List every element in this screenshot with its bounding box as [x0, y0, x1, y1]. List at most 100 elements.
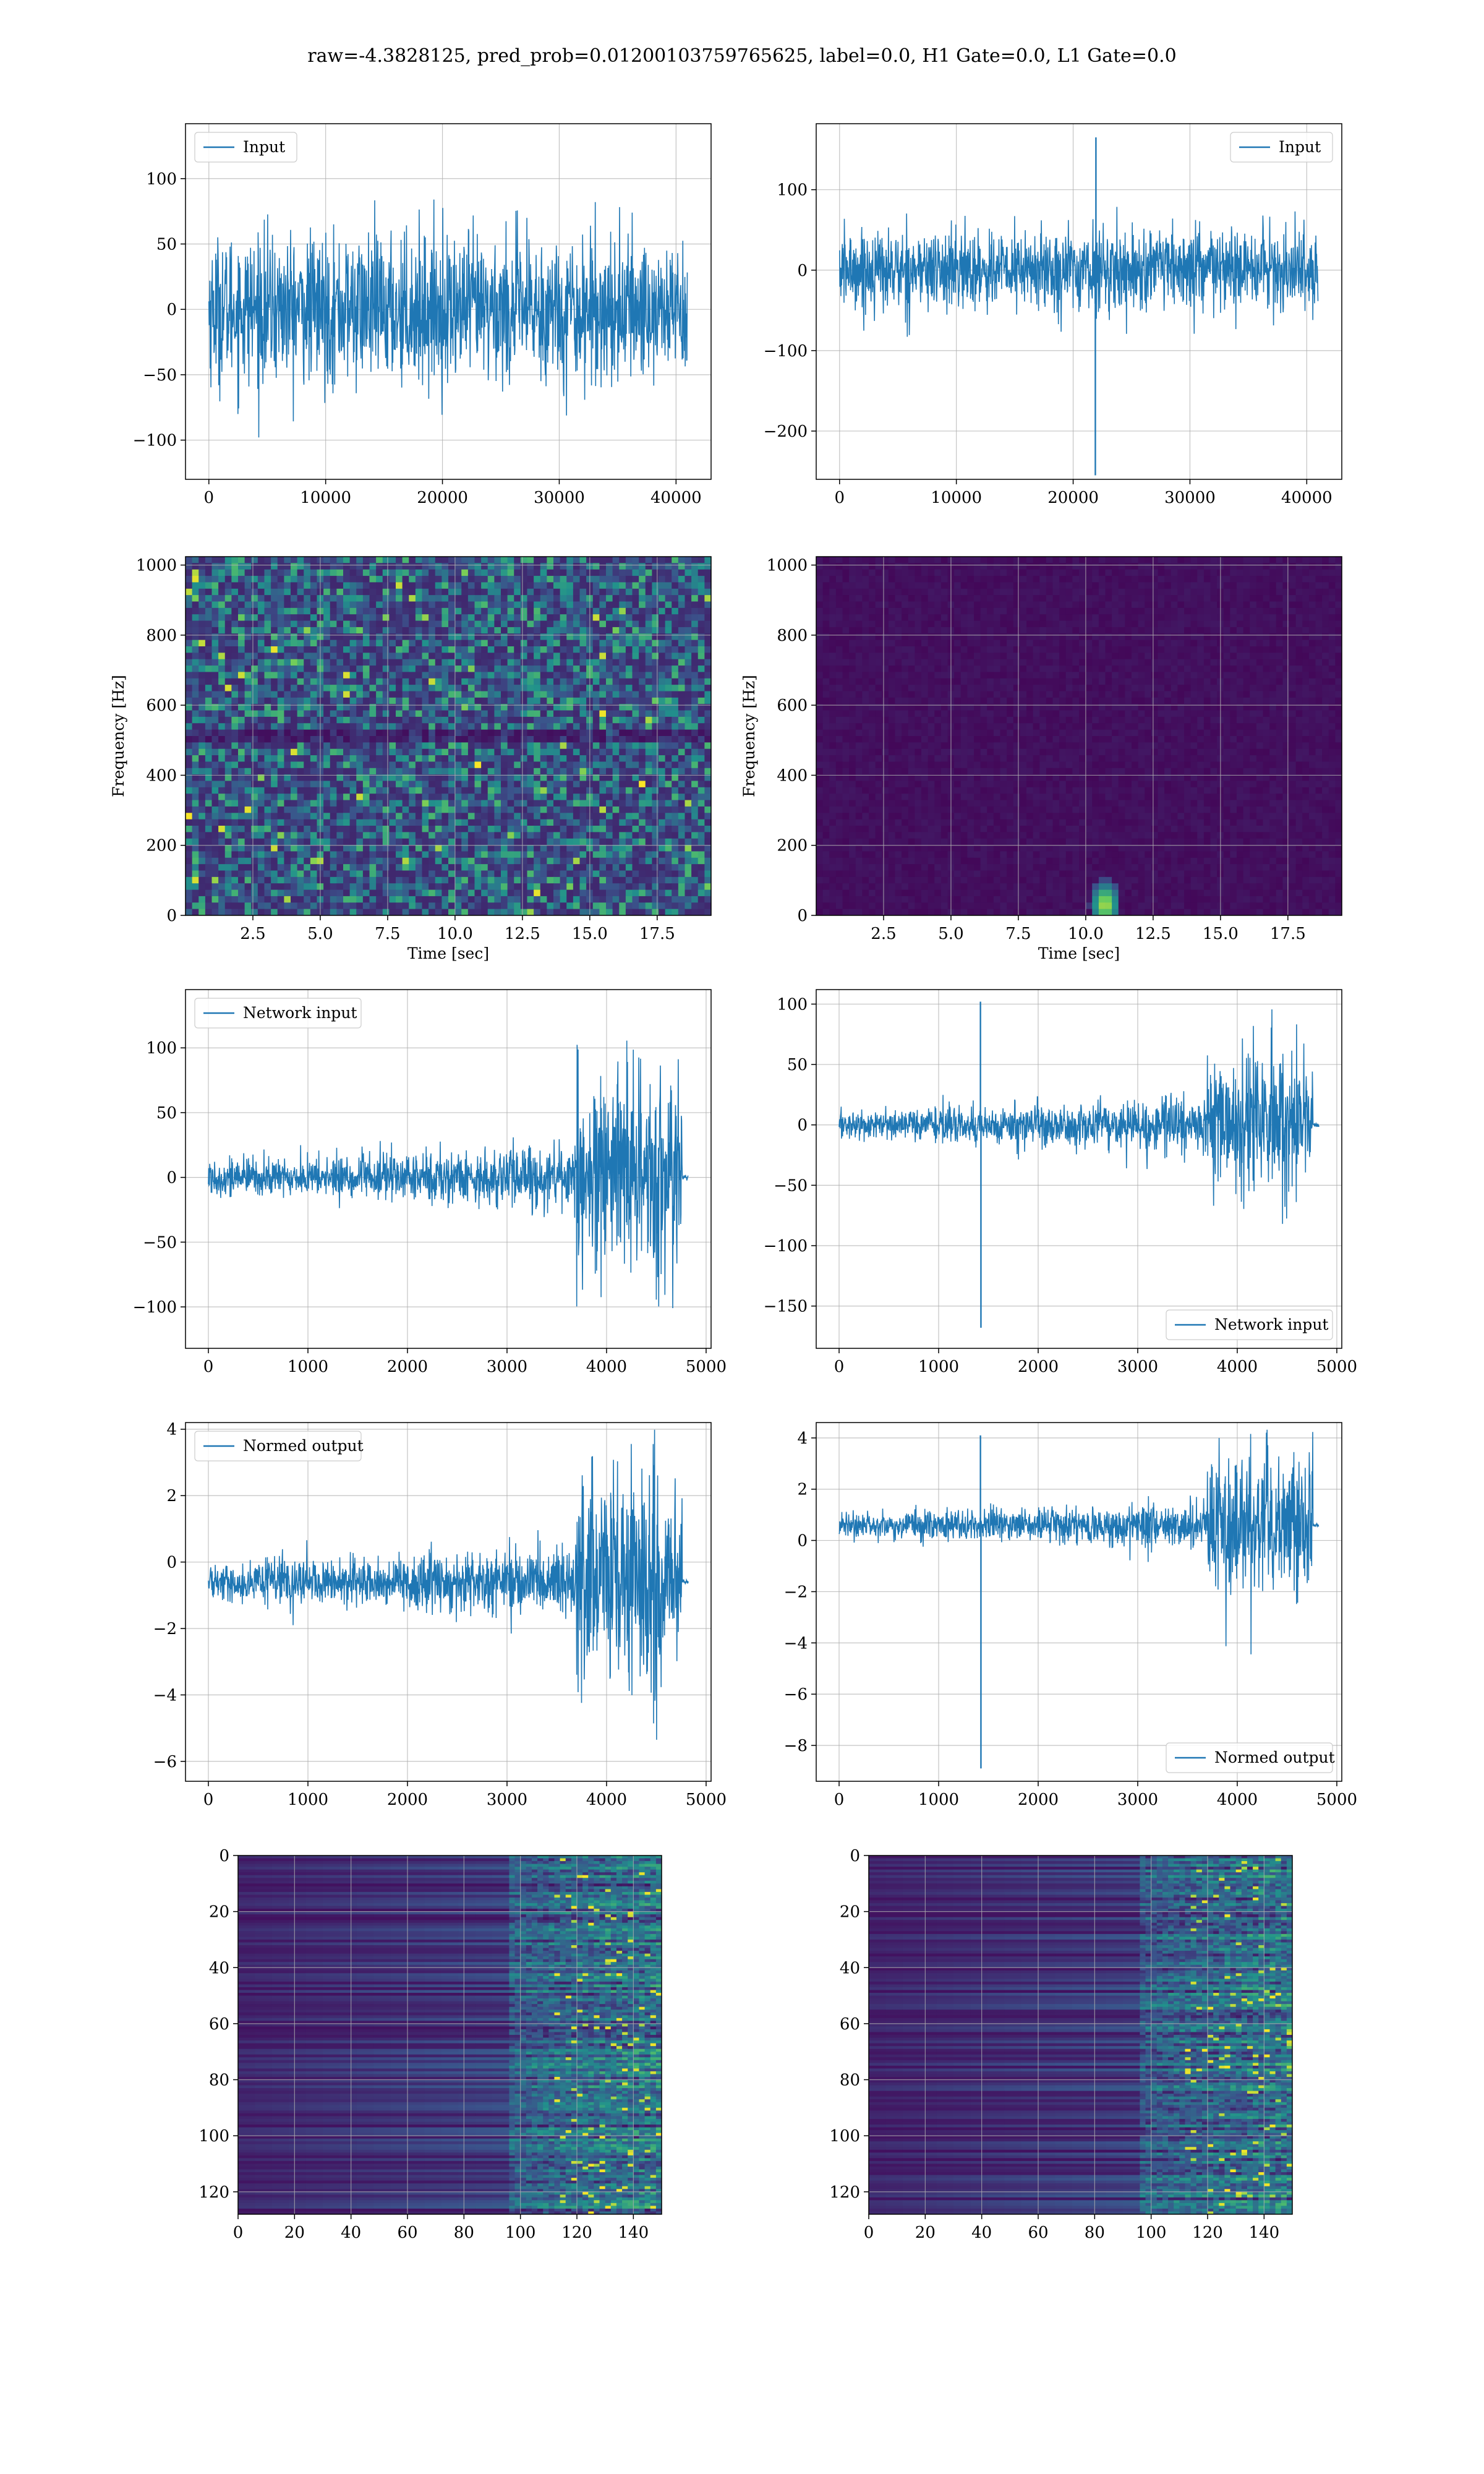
heatmap-cell	[1315, 557, 1323, 563]
heatmap-cell	[599, 761, 607, 769]
heatmap-cell	[566, 620, 574, 628]
heatmap-cell	[257, 781, 265, 788]
heatmap-cell	[257, 838, 265, 845]
heatmap-cell	[921, 563, 929, 570]
heatmap-cell	[540, 781, 547, 788]
heatmap-cell	[684, 876, 692, 884]
heatmap-cell	[389, 902, 396, 910]
heatmap-cell	[435, 569, 442, 576]
heatmap-cell	[678, 582, 686, 589]
heatmap-cell	[422, 607, 429, 615]
heatmap-cell	[271, 678, 278, 685]
heatmap-cell	[645, 736, 652, 743]
heatmap-cell	[422, 781, 429, 788]
heatmap-cell	[684, 755, 692, 763]
heatmap-cell	[467, 768, 475, 775]
heatmap-cell	[291, 659, 298, 666]
heatmap-cell	[1203, 569, 1211, 576]
heatmap-cell	[540, 620, 547, 628]
heatmap-cell	[1230, 569, 1237, 576]
heatmap-cell	[514, 576, 521, 583]
heatmap-cell	[291, 748, 298, 756]
heatmap-cell	[625, 723, 633, 730]
heatmap-cell	[625, 627, 633, 634]
heatmap-cell	[632, 672, 639, 679]
heatmap-cell	[1112, 563, 1119, 570]
heatmap-cell	[1171, 576, 1178, 583]
heatmap-cell	[566, 806, 574, 813]
x-tick-label: 2.5	[240, 925, 265, 943]
heatmap-cell	[454, 576, 462, 583]
heatmap-cell	[402, 697, 409, 704]
heatmap-cell	[606, 768, 613, 775]
heatmap-cell	[849, 569, 856, 576]
heatmap-cell	[560, 601, 567, 609]
heatmap-cell	[494, 723, 501, 730]
heatmap-cell	[501, 620, 508, 628]
heatmap-cell	[415, 742, 423, 750]
heatmap-cell	[487, 678, 495, 685]
heatmap-cell	[659, 832, 666, 839]
heatmap-cell	[257, 902, 265, 910]
heatmap-cell	[291, 685, 298, 692]
heatmap-cell	[547, 697, 554, 704]
y-tick-label: 800	[146, 627, 177, 645]
heatmap-cell	[474, 774, 482, 782]
heatmap-cell	[441, 633, 449, 641]
heatmap-cell	[494, 614, 501, 622]
heatmap-cell	[921, 576, 929, 583]
heatmap-cell	[501, 582, 508, 589]
heatmap-cell	[534, 800, 541, 807]
heatmap-cell	[297, 876, 304, 884]
heatmap-cell	[264, 774, 271, 782]
heatmap-cell	[619, 710, 626, 717]
heatmap-cell	[520, 633, 528, 641]
heatmap-cell	[560, 563, 567, 570]
heatmap-cell	[474, 889, 482, 897]
heatmap-cell	[1132, 557, 1139, 563]
heatmap-cell	[330, 627, 337, 634]
heatmap-cell	[1223, 576, 1230, 583]
heatmap-cell	[639, 761, 646, 769]
heatmap-cell	[441, 883, 449, 891]
heatmap-cell	[494, 678, 501, 685]
heatmap-cell	[652, 710, 659, 717]
heatmap-cell	[599, 902, 607, 910]
heatmap-cell	[343, 582, 351, 589]
heatmap-cell	[1203, 582, 1211, 589]
heatmap-cell	[579, 723, 587, 730]
heatmap-cell	[1098, 569, 1106, 576]
heatmap-cell	[297, 672, 304, 679]
heatmap-cell	[579, 800, 587, 807]
heatmap-cell	[547, 832, 554, 839]
heatmap-cell	[251, 768, 258, 775]
heatmap-cell	[592, 857, 600, 865]
heatmap-cell	[186, 883, 193, 891]
heatmap-cell	[520, 813, 528, 820]
heatmap-cell	[507, 569, 514, 576]
heatmap-cell	[553, 883, 561, 891]
heatmap-cell	[652, 723, 659, 730]
heatmap-cell	[520, 774, 528, 782]
heatmap-cell	[665, 909, 672, 915]
heatmap-cell	[454, 800, 462, 807]
heatmap-cell	[396, 864, 403, 871]
heatmap-cell	[205, 883, 213, 891]
heatmap-cell	[192, 832, 199, 839]
heatmap-cell	[487, 774, 495, 782]
heatmap-cell	[277, 601, 284, 609]
heatmap-cell	[291, 697, 298, 704]
heatmap-cell	[448, 557, 456, 563]
heatmap-cell	[396, 729, 403, 737]
heatmap-cell	[691, 889, 699, 897]
heatmap-cell	[573, 672, 581, 679]
heatmap-cell	[369, 851, 377, 858]
heatmap-cell	[652, 864, 659, 871]
heatmap-cell	[691, 653, 699, 660]
heatmap-cell	[186, 794, 193, 801]
heatmap-cell	[244, 633, 252, 641]
heatmap-cell	[356, 902, 364, 910]
heatmap-cell	[330, 563, 337, 570]
heatmap-cell	[632, 691, 639, 698]
heatmap-cell	[659, 588, 666, 596]
